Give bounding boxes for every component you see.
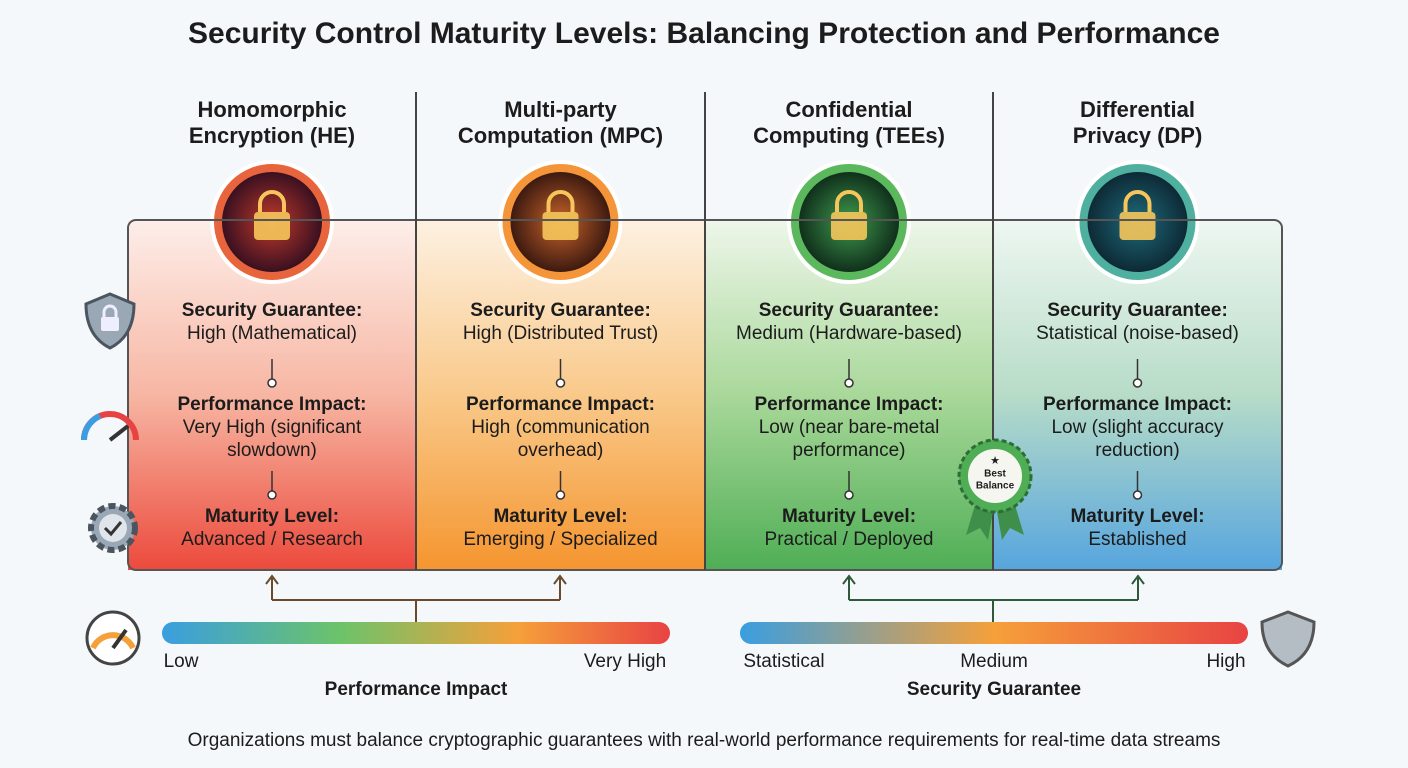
- connector-dot: [267, 490, 277, 500]
- connector-dot: [555, 378, 566, 388]
- badge-text: Best: [984, 469, 1006, 480]
- scale-title: Security Guarantee: [907, 679, 1081, 700]
- scale-label: Statistical: [743, 651, 824, 672]
- badge-text: Balance: [976, 481, 1015, 492]
- scale-label: Medium: [960, 651, 1028, 672]
- security-label: Security Guarantee:: [470, 300, 651, 321]
- icon-glyph: [1119, 212, 1156, 240]
- performance-value: High (communication: [471, 417, 649, 438]
- footer: Organizations must balance cryptographic…: [188, 730, 1221, 751]
- icon-glyph: [1123, 190, 1152, 212]
- scale-title: Performance Impact: [325, 679, 508, 700]
- security-value: High (Distributed Trust): [463, 323, 658, 344]
- icon-glyph: [546, 190, 575, 212]
- performance-value: performance): [793, 440, 906, 461]
- performance-value: overhead): [518, 440, 604, 461]
- security-value: Medium (Hardware-based): [736, 323, 962, 344]
- performance-label: Performance Impact:: [1043, 394, 1232, 415]
- scale-label: High: [1206, 651, 1245, 672]
- best-balance-badge: ★ Best Balance: [957, 438, 1033, 540]
- bottom-shield-icon: [1260, 610, 1316, 668]
- column-title: Differential: [1080, 97, 1195, 122]
- column-title: Multi-party: [504, 97, 617, 122]
- gauge-icon: [81, 411, 139, 442]
- connector-dot: [267, 378, 277, 388]
- maturity-value: Advanced / Research: [181, 529, 363, 550]
- gear-icon: [88, 503, 138, 553]
- connector-dot: [844, 378, 854, 388]
- bottom-gauge-icon: [85, 610, 141, 666]
- security-value: Statistical (noise-based): [1036, 323, 1239, 344]
- performance-label: Performance Impact:: [466, 394, 655, 415]
- performance-value: Very High (significant: [183, 417, 362, 438]
- connector-dot: [1132, 490, 1143, 500]
- connector-dot: [844, 490, 854, 500]
- maturity-value: Practical / Deployed: [765, 529, 934, 550]
- performance-label: Performance Impact:: [754, 394, 943, 415]
- column-title: Confidential: [785, 97, 912, 122]
- scale-label: Very High: [584, 651, 666, 672]
- performance-label: Performance Impact:: [177, 394, 366, 415]
- icon-glyph: [831, 212, 867, 240]
- security-value: High (Mathematical): [187, 323, 357, 344]
- security-label: Security Guarantee:: [759, 300, 940, 321]
- maturity-value: Established: [1088, 529, 1186, 550]
- connector-dot: [1132, 378, 1143, 388]
- column-title: Encryption (HE): [189, 123, 355, 148]
- performance-bar: [162, 622, 670, 644]
- icon-glyph: [254, 212, 290, 240]
- badge-star: ★: [990, 455, 1000, 467]
- sec-arrows: [842, 574, 1145, 622]
- maturity-label: Maturity Level:: [205, 506, 339, 527]
- security-label: Security Guarantee:: [182, 300, 363, 321]
- maturity-label: Maturity Level:: [1070, 506, 1204, 527]
- column-title: Privacy (DP): [1073, 123, 1203, 148]
- performance-value: Low (slight accuracy: [1051, 417, 1224, 438]
- maturity-label: Maturity Level:: [493, 506, 627, 527]
- performance-value: reduction): [1095, 440, 1180, 461]
- title: Security Control Maturity Levels: Balanc…: [188, 17, 1220, 50]
- maturity-label: Maturity Level:: [782, 506, 916, 527]
- connector-dot: [555, 490, 566, 500]
- icon-glyph: [835, 190, 863, 212]
- performance-value: Low (near bare-metal: [759, 417, 940, 438]
- maturity-value: Emerging / Specialized: [463, 529, 657, 550]
- security-label: Security Guarantee:: [1047, 300, 1228, 321]
- scale-label: Low: [164, 651, 199, 672]
- icon-glyph: [258, 190, 286, 212]
- perf-arrows: [265, 574, 567, 622]
- column-title: Homomorphic: [197, 97, 346, 122]
- column-title: Computing (TEEs): [753, 123, 945, 148]
- icon-glyph: [542, 212, 579, 240]
- security-bar: [740, 622, 1248, 644]
- shield-icon: [84, 292, 136, 350]
- column-title: Computation (MPC): [458, 123, 663, 148]
- performance-value: slowdown): [227, 440, 317, 461]
